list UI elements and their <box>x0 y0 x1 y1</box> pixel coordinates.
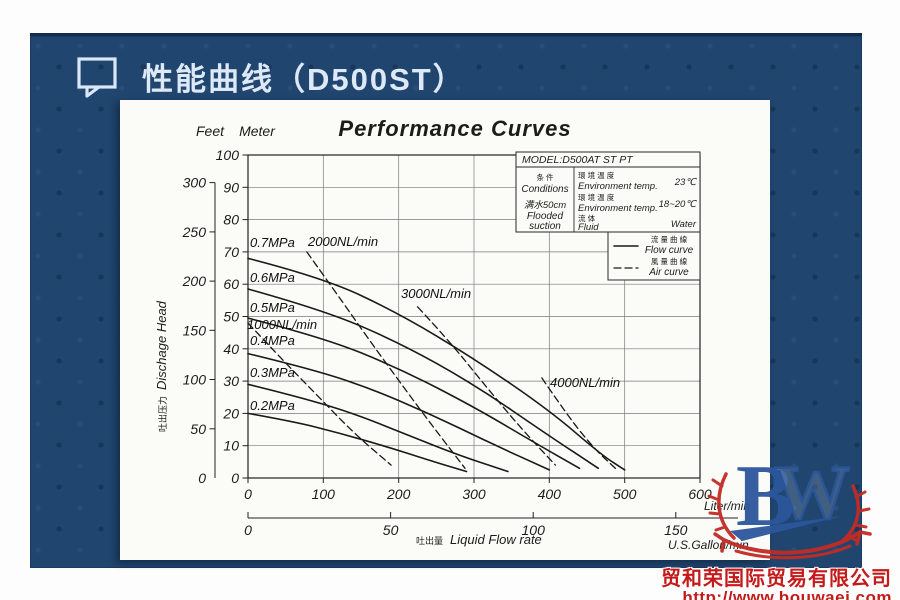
company-logo: B W <box>707 448 872 560</box>
liter-tick-label: 200 <box>386 486 411 502</box>
gallon-tick-label: 0 <box>244 522 252 538</box>
chart-panel: Performance Curves Feet Meter 100 90 80 70 60 50… <box>120 100 770 560</box>
svg-text:風 量 曲 線: 風 量 曲 線 <box>651 256 688 266</box>
meter-tick-label: 70 <box>223 244 239 260</box>
curve-flow-0.3MPa <box>247 383 509 473</box>
curve-flow-0.4MPa <box>247 352 551 471</box>
svg-text:環 境 温 度: 環 境 温 度 <box>578 192 615 202</box>
slide-title: 性能曲线（D500ST） <box>142 62 466 97</box>
svg-text:Environment temp.: Environment temp. <box>578 181 658 192</box>
svg-text:流 量 曲 線: 流 量 曲 線 <box>651 234 688 244</box>
liter-tick-label: 0 <box>244 486 252 502</box>
curve-label: 0.4MPa <box>250 333 295 348</box>
curve-label: 1000NL/min <box>247 317 317 332</box>
meter-tick-label: 30 <box>223 373 239 389</box>
company-url: http://www.bouwaei.com <box>682 588 892 600</box>
liter-tick-label: 600 <box>688 486 712 502</box>
x-axis-label: 吐出量 Liquid Flow rate <box>416 532 542 547</box>
gallon-tick-label: 100 <box>522 522 546 538</box>
gallon-tick-label: 50 <box>383 522 399 538</box>
feet-tick-label: 0 <box>198 470 206 486</box>
meter-tick-label: 40 <box>223 341 239 357</box>
meter-tick-label: 60 <box>223 276 239 292</box>
svg-text:Flow curve: Flow curve <box>645 245 694 256</box>
chart-title: Performance Curves <box>338 116 571 141</box>
slide-header: 性能曲线（D500ST） <box>74 54 466 99</box>
svg-text:Fluid: Fluid <box>578 222 599 233</box>
speech-bubble-icon <box>77 56 117 98</box>
svg-text:满水50cm: 满水50cm <box>524 200 566 211</box>
curve-label: 2000NL/min <box>307 234 378 249</box>
gallon-tick-label: 150 <box>664 522 688 538</box>
curve-label: 0.7MPa <box>250 235 295 250</box>
feet-tick-label: 300 <box>183 175 207 191</box>
feet-tick-label: 250 <box>182 224 207 240</box>
curve-label: 0.6MPa <box>250 270 295 285</box>
svg-text:suction: suction <box>529 221 561 232</box>
liter-unit: Liter/min <box>704 499 750 513</box>
meter-tick-label: 100 <box>216 147 240 163</box>
curve-labels: 0.2MPa 0.3MPa 0.4MPa 0.5MPa 0.6MPa 0.7MPa 1000… <box>247 234 620 413</box>
svg-text:Flooded: Flooded <box>527 211 564 222</box>
svg-text:Environment temp.: Environment temp. <box>578 203 658 214</box>
svg-text:18~20℃: 18~20℃ <box>659 199 698 210</box>
unit-meter: Meter <box>239 123 276 139</box>
meter-tick-label: 0 <box>231 470 239 486</box>
logo-underline-wedge <box>730 516 842 541</box>
feet-tick-label: 50 <box>190 421 206 437</box>
svg-text:23℃: 23℃ <box>674 177 698 188</box>
watermark-text: 贸和荣国际贸易有限公司 http://www.bouwaei.com <box>540 569 892 600</box>
company-name: 贸和荣国际贸易有限公司 <box>661 568 892 590</box>
curve-label: 0.2MPa <box>250 398 295 413</box>
svg-text:Water: Water <box>671 219 697 230</box>
model-title: MODEL:D500AT ST PT <box>522 154 634 166</box>
meter-tick-label: 50 <box>223 309 239 325</box>
curve-label: 0.3MPa <box>250 365 295 380</box>
logo-bottom-swoosh <box>713 530 872 560</box>
liter-tick-label: 300 <box>462 486 486 502</box>
curve-flow-0.5MPa <box>247 317 581 470</box>
model-conditions-box: MODEL:D500AT ST PT 条 件 Conditions 满水50cmFlo… <box>515 151 701 233</box>
meter-tick-label: 80 <box>223 212 239 228</box>
feet-tick-label: 150 <box>183 322 207 338</box>
liter-tick-label: 500 <box>613 486 637 502</box>
curve-flow-0.2MPa <box>247 412 468 473</box>
logo-laurel-left <box>707 472 736 540</box>
curve-label: 0.5MPa <box>250 300 295 315</box>
feet-tick-label: 100 <box>183 372 207 388</box>
curve-air-3000NL/min <box>416 306 557 466</box>
curves <box>247 251 626 473</box>
y-axis-label: 吐出压力Dischage Head <box>154 300 169 432</box>
meter-tick-label: 10 <box>223 438 239 454</box>
curve-air-1000NL/min <box>247 322 392 466</box>
meter-tick-label: 20 <box>222 405 239 421</box>
liter-tick-label: 100 <box>312 486 336 502</box>
curve-air-4000NL/min <box>541 377 618 471</box>
liter-tick-label: 400 <box>538 486 562 502</box>
svg-text:流 体: 流 体 <box>578 213 596 223</box>
feet-axis: 300 250 200 150 100 50 0 <box>182 175 216 486</box>
logo-letter-w: W <box>774 451 850 535</box>
curve-flow-0.6MPa <box>247 288 600 470</box>
feet-tick-label: 200 <box>182 273 207 289</box>
svg-text:Air curve: Air curve <box>648 267 689 278</box>
svg-text:環 境 温 度: 環 境 温 度 <box>578 170 615 180</box>
svg-text:条 件: 条 件 <box>536 172 554 182</box>
curve-label: 3000NL/min <box>401 286 471 301</box>
svg-text:Conditions: Conditions <box>521 184 568 195</box>
curve-flow-0.7MPa <box>247 257 626 471</box>
curve-air-2000NL/min <box>306 251 466 469</box>
meter-tick-label: 90 <box>223 179 239 195</box>
unit-feet: Feet <box>196 123 225 139</box>
curve-label: 4000NL/min <box>550 375 620 390</box>
